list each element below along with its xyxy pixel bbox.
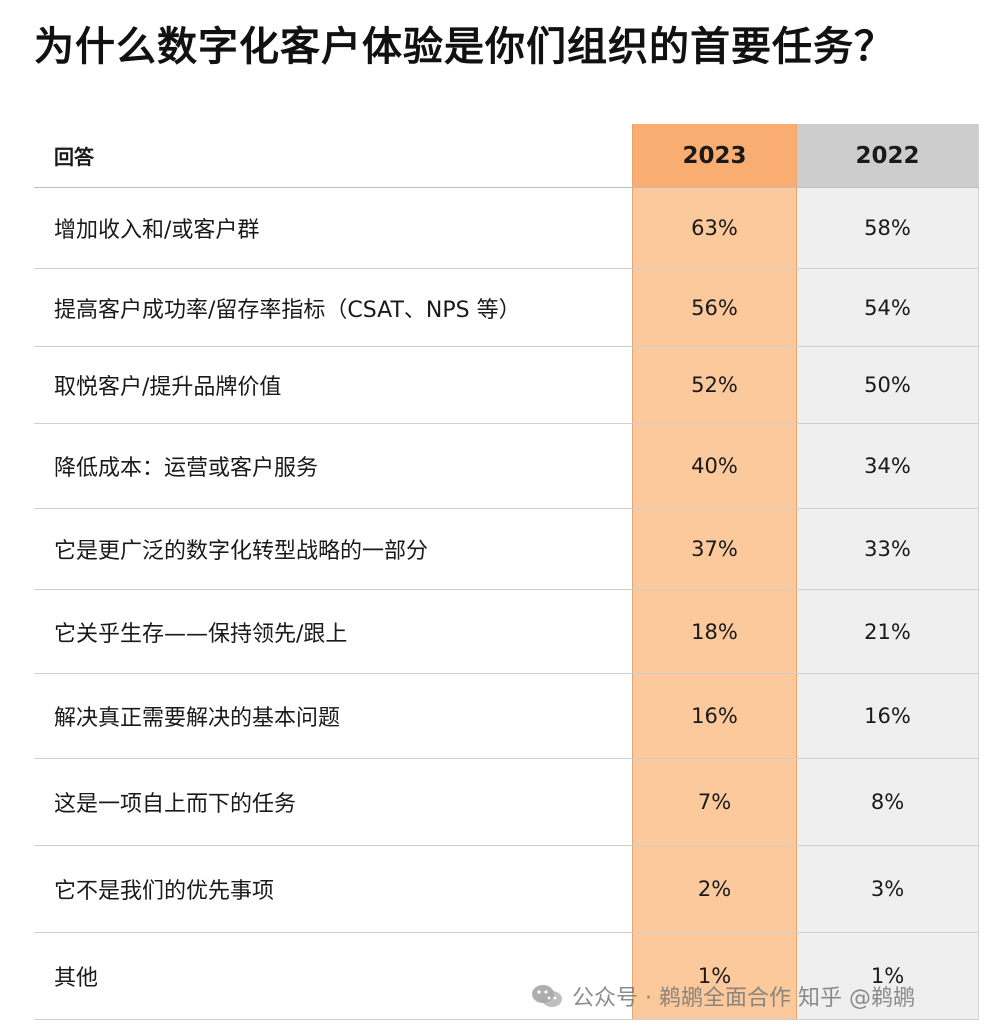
row-label: 这是一项自上而下的任务 <box>54 792 297 817</box>
value-2022: 33% <box>797 509 979 589</box>
table-row: 其他 1% 1% <box>34 933 979 1020</box>
table-row: 它不是我们的优先事项 2% 3% <box>34 846 979 933</box>
page-title: 为什么数字化客户体验是你们组织的首要任务？ <box>34 24 895 70</box>
header-2023: 2023 <box>632 124 797 187</box>
value-2023: 1% <box>632 933 797 1019</box>
value-2023: 2% <box>632 846 797 932</box>
table-row: 取悦客户/提升品牌价值 52% 50% <box>34 347 979 424</box>
value-2023: 40% <box>632 424 797 508</box>
value-2022: 34% <box>797 424 979 508</box>
row-label: 它不是我们的优先事项 <box>54 879 275 904</box>
table-header-row: 回答 2023 2022 <box>34 124 979 188</box>
value-2022: 3% <box>797 846 979 932</box>
table-row: 解决真正需要解决的基本问题 16% 16% <box>34 674 979 759</box>
row-label: 增加收入和/或客户群 <box>54 218 260 243</box>
table-row: 增加收入和/或客户群 63% 58% <box>34 188 979 269</box>
row-label: 解决真正需要解决的基本问题 <box>54 706 341 731</box>
value-2022: 54% <box>797 269 979 346</box>
watermark: 公众号 · 鹈鹕全面合作 知乎 @鹈鹕 <box>530 976 915 1016</box>
table-row: 提高客户成功率/留存率指标（CSAT、NPS 等） 56% 54% <box>34 269 979 347</box>
row-label: 它关乎生存——保持领先/跟上 <box>54 621 348 647</box>
watermark-text: 公众号 · 鹈鹕全面合作 知乎 @鹈鹕 <box>572 986 915 1011</box>
row-label: 它是更广泛的数字化转型战略的一部分 <box>54 539 429 564</box>
row-label: 降低成本：运营或客户服务 <box>54 456 319 481</box>
table-row: 降低成本：运营或客户服务 40% 34% <box>34 424 979 509</box>
header-answer: 回答 <box>54 145 94 169</box>
value-2022: 58% <box>797 188 979 268</box>
value-2022: 50% <box>797 347 979 423</box>
value-2023: 52% <box>632 347 797 423</box>
header-2022: 2022 <box>797 124 979 187</box>
value-2022: 21% <box>797 590 979 673</box>
row-label: 其他 <box>54 966 99 991</box>
comparison-table: 回答 2023 2022 增加收入和/或客户群 63% 58% 提高客户成功率/留存率… <box>34 124 979 1020</box>
row-label: 取悦客户/提升品牌价值 <box>54 375 282 400</box>
value-2022: 8% <box>797 759 979 845</box>
value-2023: 18% <box>632 590 797 673</box>
value-2023: 37% <box>632 509 797 589</box>
value-2022: 1% <box>797 933 979 1019</box>
value-2023: 7% <box>632 759 797 845</box>
value-2023: 16% <box>632 674 797 758</box>
table-row: 它是更广泛的数字化转型战略的一部分 37% 33% <box>34 509 979 590</box>
row-label: 提高客户成功率/留存率指标（CSAT、NPS 等） <box>54 297 521 323</box>
wechat-icon <box>532 985 562 1007</box>
value-2023: 56% <box>632 269 797 346</box>
table-row: 这是一项自上而下的任务 7% 8% <box>34 759 979 846</box>
value-2022: 16% <box>797 674 979 758</box>
table-row: 它关乎生存——保持领先/跟上 18% 21% <box>34 590 979 674</box>
value-2023: 63% <box>632 188 797 268</box>
